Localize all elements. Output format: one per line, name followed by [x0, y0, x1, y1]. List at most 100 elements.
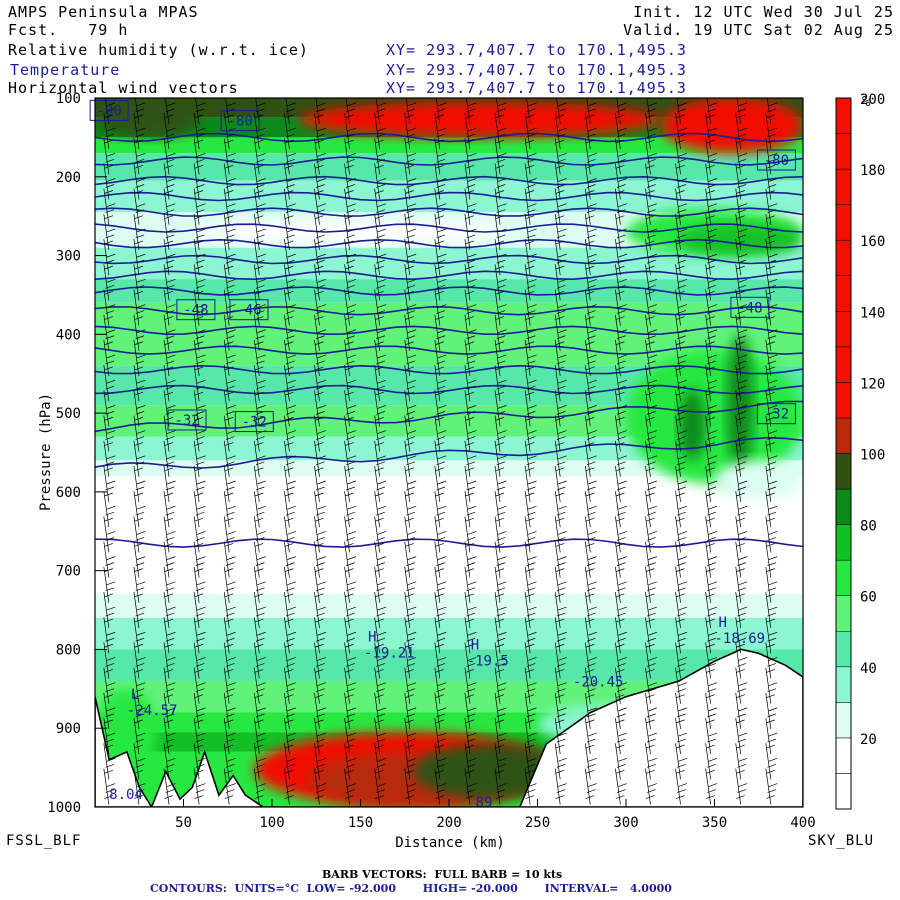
wind-barb: [675, 617, 681, 654]
wind-barb-flag: [224, 190, 234, 194]
wind-barb-flag: [588, 732, 597, 737]
wind-barb-flag: [618, 455, 627, 460]
wind-barb-flag: [224, 694, 234, 699]
wind-barb-flag: [166, 203, 176, 208]
wind-barb-flag: [706, 694, 715, 699]
wind-barb-flag: [465, 694, 475, 699]
wind-barb-flag: [738, 228, 748, 233]
isotherm: [95, 286, 803, 296]
wind-barb-flag: [527, 757, 537, 762]
wind-barb-flag: [708, 505, 718, 510]
wind-barb-flag: [435, 719, 444, 724]
wind-barb-flag: [618, 178, 627, 182]
wind-barb-flag: [647, 335, 656, 340]
wind-barb-flag: [555, 769, 565, 774]
wind-barb-flag: [736, 719, 745, 724]
isotherm: [95, 223, 803, 233]
wind-barb-flag: [766, 769, 775, 774]
wind-barb-flag: [675, 795, 685, 799]
wind-barb: [284, 339, 290, 377]
wind-barb: [133, 314, 140, 351]
wind-barb-flag: [648, 253, 657, 258]
wind-barb-flag: [496, 587, 506, 592]
wind-barb-flag: [556, 511, 566, 516]
wind-barb-flag: [194, 164, 204, 169]
wind-barb-flag: [708, 279, 718, 283]
wind-barb-flag: [737, 259, 747, 264]
wind-barb-flag: [285, 763, 295, 768]
wind-barb-flag: [525, 618, 535, 623]
wind-barb-flag: [706, 190, 715, 194]
wind-barb: [524, 163, 531, 200]
wind-barb-flag: [166, 783, 176, 787]
wind-barb-flag: [134, 316, 144, 320]
wind-barb-flag: [195, 511, 205, 516]
wind-barb: [765, 768, 772, 805]
wind-barb: [133, 188, 140, 225]
wind-barb: [434, 440, 441, 477]
wind-barb-flag: [615, 316, 625, 320]
wind-barb-flag: [136, 606, 146, 611]
wind-barb: [103, 667, 110, 704]
wind-barb-flag: [645, 618, 655, 623]
wind-barb: [253, 415, 260, 452]
wind-barb-flag: [616, 587, 626, 592]
wind-barb: [765, 692, 772, 729]
wind-barb-flag: [767, 411, 777, 415]
wind-barb: [133, 138, 140, 175]
wind-barb: [344, 163, 350, 200]
wind-barb-flag: [104, 114, 113, 119]
wind-barb-flag: [406, 789, 416, 793]
wind-barb-flag: [254, 744, 264, 749]
wind-barb: [404, 113, 411, 150]
wind-barb-flag: [557, 556, 567, 560]
wind-barb-flag: [405, 643, 414, 648]
wind-barb-flag: [706, 417, 715, 421]
wind-barb-flag: [585, 442, 595, 446]
wind-barb-flag: [768, 531, 778, 535]
wind-barb-flag: [194, 618, 204, 623]
wind-barb-flag: [105, 637, 115, 642]
wind-barb-flag: [254, 543, 264, 547]
wind-barb-flag: [104, 316, 113, 320]
wind-barb: [645, 617, 651, 654]
wind-barb: [314, 768, 320, 805]
wind-barb-flag: [497, 178, 507, 182]
wind-barb: [193, 138, 200, 175]
wind-barb-flag: [314, 366, 324, 371]
wind-barb: [223, 592, 230, 629]
wind-barb-flag: [106, 732, 116, 737]
colorbar-swatch: [835, 737, 852, 774]
wind-barb-flag: [677, 612, 686, 617]
wind-barb-flag: [226, 279, 236, 283]
wind-barb-flag: [645, 215, 655, 220]
wind-barb: [374, 415, 381, 452]
wind-barb-flag: [405, 341, 414, 346]
wind-barb-flag: [767, 688, 777, 693]
wind-barb: [374, 365, 381, 402]
wind-barb-flag: [284, 769, 294, 774]
wind-barb-flag: [586, 310, 596, 314]
wind-barb-flag: [106, 606, 116, 611]
wind-barb-flag: [737, 562, 747, 566]
wind-barb-flag: [104, 417, 113, 421]
wind-barb: [165, 98, 170, 124]
wind-barb-flag: [495, 517, 505, 522]
wind-barb: [223, 138, 230, 175]
wind-barb-flag: [254, 417, 264, 421]
wind-barb-flag: [344, 517, 354, 522]
wind-barb-flag: [347, 430, 357, 434]
wind-barb-flag: [284, 744, 294, 749]
wind-barb-flag: [585, 543, 595, 547]
wind-barb: [675, 188, 681, 225]
wind-barb-flag: [346, 310, 355, 314]
wind-barb-flag: [196, 178, 206, 182]
wind-barb-flag: [166, 430, 176, 434]
wind-barb-flag: [377, 228, 387, 233]
wind-barb-flag: [435, 316, 444, 320]
wind-barb-flag: [648, 127, 657, 132]
wind-barb-flag: [706, 391, 715, 396]
wind-barb-flag: [287, 253, 296, 258]
wind-barb-flag: [648, 732, 657, 737]
wind-barb: [103, 188, 110, 225]
